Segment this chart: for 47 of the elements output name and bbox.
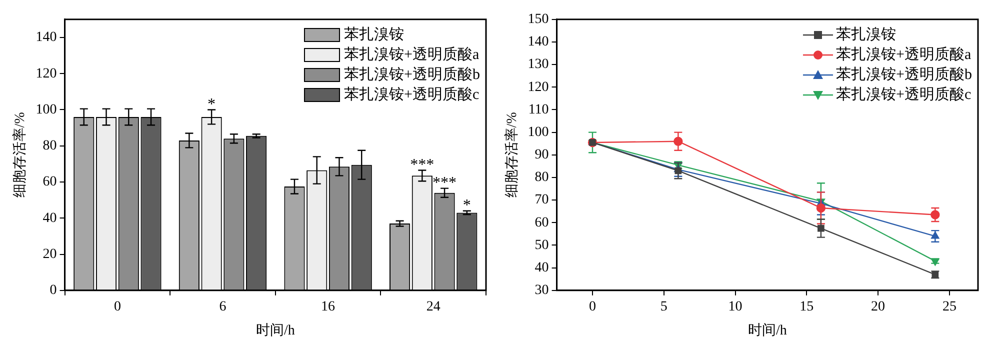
annotation: * [462,197,471,214]
y-tick-label: 110 [528,102,549,118]
legend-label: 苯扎溴铵+透明质酸a [836,46,972,66]
x-tick-label: 24 [426,299,440,314]
x-tick-label: 20 [871,299,886,314]
annotation: *** [410,156,434,174]
x-axis-title: 时间/h [256,322,295,338]
x-tick-label: 5 [660,299,668,314]
y-axis-title: 细胞存活率/% [504,112,520,198]
y-tick-label: 60 [42,174,57,190]
y-tick-label: 100 [528,124,549,140]
x-tick-label: 0 [588,299,596,314]
legend-label: 苯扎溴铵+透明质酸b [836,66,972,86]
y-tick-label: 140 [36,30,57,46]
legend-label: 苯扎溴铵 [344,26,404,46]
legend-label: 苯扎溴铵+透明质酸c [836,86,972,106]
annotation: *** [432,174,457,192]
y-tick-label: 150 [528,12,549,28]
x-tick-label: 16 [321,299,336,314]
y-axis-title: 细胞存活率/% [12,112,28,198]
y-tick-label: 70 [534,192,549,208]
y-tick-label: 40 [42,210,57,226]
legend-label: 苯扎溴铵+透明质酸a [344,46,480,66]
y-tick-label: 100 [36,102,57,118]
x-tick-label: 6 [219,299,226,314]
y-tick-label: 20 [42,246,57,262]
y-tick-label: 60 [534,215,549,230]
legend-label: 苯扎溴铵+透明质酸c [344,86,480,106]
y-tick-label: 50 [534,238,549,253]
x-tick-label: 0 [114,299,121,314]
legend-label: 苯扎溴铵 [836,26,896,46]
x-tick-label: 10 [728,299,742,314]
y-tick-label: 40 [534,260,549,276]
y-tick-label: 0 [50,283,57,298]
y-tick-label: 80 [42,138,57,154]
y-tick-label: 130 [528,57,549,72]
x-tick-label: 15 [800,299,814,314]
y-tick-label: 140 [528,34,549,50]
legend-label: 苯扎溴铵+透明质酸b [344,66,480,86]
annotation: * [208,96,216,113]
y-tick-label: 80 [534,170,549,186]
y-tick-label: 90 [534,148,549,163]
x-tick-label: 25 [942,299,956,314]
y-tick-label: 30 [534,283,549,298]
y-tick-label: 120 [36,66,57,82]
y-tick-label: 120 [528,80,549,95]
x-axis-title: 时间/h [748,322,787,338]
